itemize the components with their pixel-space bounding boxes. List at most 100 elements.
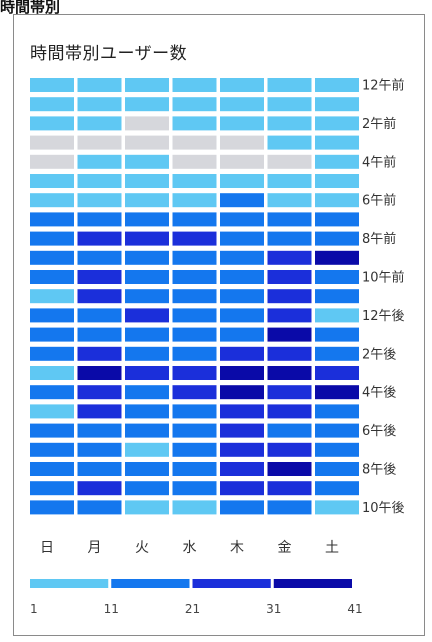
heatmap-cell xyxy=(267,135,312,150)
heatmap-cell xyxy=(77,289,122,304)
heatmap-cell xyxy=(125,346,169,361)
heatmap-cell xyxy=(172,154,217,169)
heatmap-cell xyxy=(77,404,122,419)
page-header: 時間帯別 xyxy=(0,0,60,14)
heatmap-cell xyxy=(172,78,217,92)
heatmap-cell xyxy=(172,135,217,150)
heatmap-cell xyxy=(315,404,359,419)
heatmap-cell xyxy=(125,308,169,323)
heatmap-cell xyxy=(125,97,169,112)
heatmap-cell xyxy=(172,116,217,131)
heatmap-cell xyxy=(30,212,74,227)
heatmap-cell xyxy=(30,308,74,323)
heatmap-cell xyxy=(220,116,264,131)
heatmap-cell xyxy=(30,193,74,208)
heatmap-cell xyxy=(77,423,122,438)
heatmap-cell xyxy=(220,346,264,361)
heatmap-cell xyxy=(220,327,264,342)
y-tick-label: 6午前 xyxy=(362,193,396,209)
heatmap-cell xyxy=(30,423,74,438)
heatmap-cell xyxy=(77,154,122,169)
x-tick-label: 金 xyxy=(278,540,292,556)
heatmap-cell xyxy=(30,404,74,419)
heatmap-cell xyxy=(267,154,312,169)
legend-tick-label: 31 xyxy=(266,602,281,616)
heatmap-cell xyxy=(172,404,217,419)
heatmap-cell xyxy=(77,174,122,188)
heatmap-cell xyxy=(77,442,122,457)
heatmap-cell xyxy=(77,97,122,112)
heatmap-cell xyxy=(267,250,312,265)
heatmap-cell xyxy=(172,250,217,265)
heatmap-cell xyxy=(30,270,74,284)
heatmap-cell xyxy=(30,97,74,112)
heatmap-cell xyxy=(125,327,169,342)
heatmap-cell xyxy=(77,308,122,323)
heatmap-cell xyxy=(267,481,312,496)
heatmap-cell xyxy=(172,423,217,438)
heatmap-cell xyxy=(267,174,312,188)
heatmap-cell xyxy=(267,327,312,342)
heatmap-cell xyxy=(77,366,122,380)
heatmap-cell xyxy=(220,135,264,150)
heatmap-cell xyxy=(77,212,122,227)
heatmap-cell xyxy=(267,442,312,457)
heatmap-cell xyxy=(125,462,169,476)
heatmap-cell xyxy=(77,250,122,265)
y-tick-label: 2午前 xyxy=(362,116,396,132)
heatmap-cell xyxy=(172,442,217,457)
heatmap-cell xyxy=(315,154,359,169)
heatmap-cell xyxy=(125,404,169,419)
heatmap-cell xyxy=(30,442,74,457)
heatmap-cell xyxy=(172,385,217,400)
heatmap-cell xyxy=(172,174,217,188)
heatmap-cell xyxy=(267,270,312,284)
legend-tick-label: 21 xyxy=(185,602,200,616)
heatmap-cell xyxy=(30,366,74,380)
heatmap-cell xyxy=(125,289,169,304)
heatmap-cell xyxy=(220,442,264,457)
heatmap-cell xyxy=(125,500,169,515)
heatmap-cell xyxy=(30,231,74,246)
chart-title: 時間帯別ユーザー数 xyxy=(30,44,188,64)
y-tick-label: 2午後 xyxy=(362,347,396,362)
x-tick-label: 月 xyxy=(88,540,102,556)
heatmap-cell xyxy=(220,404,264,419)
legend-tick-label: 1 xyxy=(30,602,38,616)
heatmap-cell xyxy=(220,231,264,246)
heatmap-cell xyxy=(315,481,359,496)
heatmap-cell xyxy=(172,308,217,323)
legend-tick-label: 41 xyxy=(347,602,362,616)
heatmap-cell xyxy=(315,462,359,476)
heatmap-cell xyxy=(220,385,264,400)
heatmap-cell xyxy=(30,500,74,515)
heatmap-cell xyxy=(220,462,264,476)
heatmap-cell xyxy=(315,270,359,284)
heatmap-cell xyxy=(172,462,217,476)
heatmap-cell xyxy=(315,327,359,342)
heatmap-cell xyxy=(220,193,264,208)
heatmap-cell xyxy=(267,346,312,361)
heatmap-cell xyxy=(125,366,169,380)
y-tick-label: 6午後 xyxy=(362,424,396,439)
heatmap-cell xyxy=(125,78,169,92)
heatmap-cell xyxy=(77,231,122,246)
heatmap-cell xyxy=(77,462,122,476)
heatmap-cell xyxy=(220,97,264,112)
heatmap-cell xyxy=(172,500,217,515)
heatmap-cell xyxy=(267,78,312,92)
heatmap-cell xyxy=(77,193,122,208)
heatmap-cell xyxy=(267,462,312,476)
heatmap-cell xyxy=(315,423,359,438)
heatmap-cell xyxy=(172,481,217,496)
heatmap-cell xyxy=(172,346,217,361)
heatmap-cell xyxy=(125,174,169,188)
y-tick-label: 8午前 xyxy=(362,231,396,247)
heatmap-cell xyxy=(267,366,312,380)
heatmap-cell xyxy=(267,423,312,438)
y-tick-label: 8午後 xyxy=(362,463,396,478)
heatmap-cell xyxy=(125,481,169,496)
heatmap-cell xyxy=(172,366,217,380)
heatmap-cell xyxy=(315,500,359,515)
y-tick-label: 12午後 xyxy=(362,309,405,324)
